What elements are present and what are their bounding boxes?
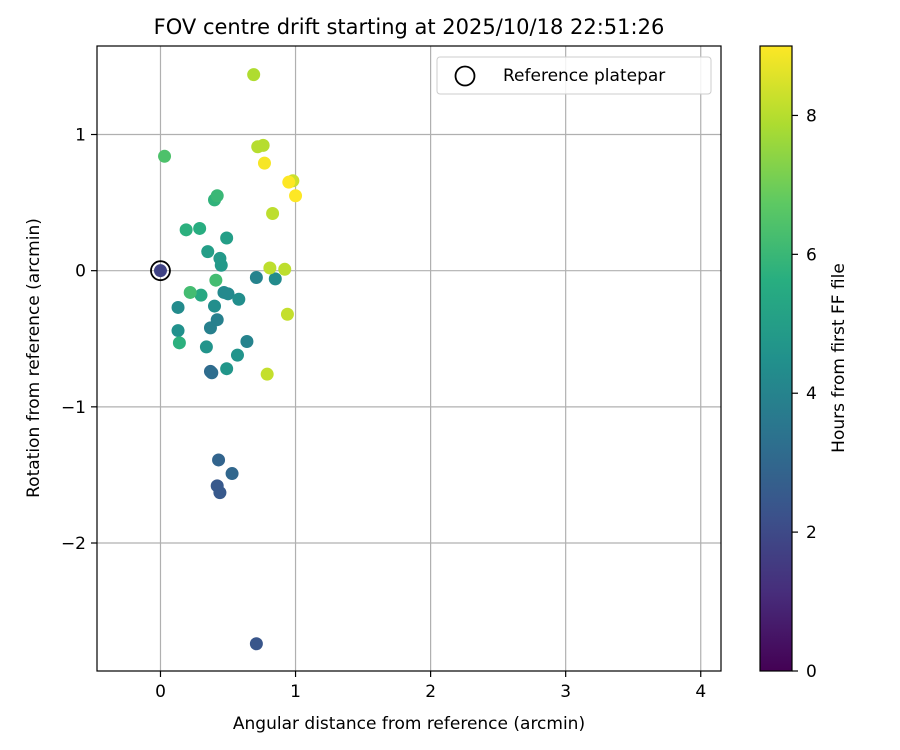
data-point [249, 270, 263, 284]
data-point [260, 367, 274, 381]
colorbar-gradient [759, 45, 793, 672]
data-point [232, 292, 246, 306]
data-point [194, 288, 208, 302]
x-tick-label: 0 [155, 682, 166, 702]
data-point [240, 334, 254, 348]
colorbar-tick-label: 2 [806, 523, 817, 543]
x-tick-label: 2 [425, 682, 436, 702]
y-axis-label: Rotation from reference (arcmin) [24, 218, 44, 498]
data-point [221, 287, 235, 301]
data-point [220, 231, 234, 245]
y-tick-label: 1 [75, 126, 86, 146]
data-point [225, 467, 239, 481]
data-point [209, 273, 223, 287]
data-point [205, 366, 219, 380]
data-point [171, 300, 185, 314]
data-point [153, 264, 167, 278]
legend-reference-marker [454, 65, 476, 87]
x-tick-label: 1 [290, 682, 301, 702]
legend: Reference platepar [436, 56, 712, 95]
grid [97, 46, 721, 671]
x-axis-ticks: 0 1 2 3 4 [155, 671, 706, 702]
data-point [280, 307, 294, 321]
plot-area: 0 1 2 3 4 −2 −1 0 1 [61, 45, 722, 702]
colorbar: 0 2 4 6 8 Hours from first FF file [759, 45, 849, 682]
legend-reference-label: Reference platepar [503, 66, 665, 86]
colorbar-label: Hours from first FF file [829, 263, 849, 453]
data-point [210, 313, 224, 327]
reference-platepar-marker [150, 260, 171, 282]
plot-frame [96, 45, 722, 672]
colorbar-ticks: 0 2 4 6 8 [792, 106, 817, 682]
data-point [208, 299, 222, 313]
data-point [210, 189, 224, 203]
data-point [214, 258, 228, 272]
data-point [278, 262, 292, 276]
chart-title: FOV centre drift starting at 2025/10/18 … [154, 15, 665, 39]
data-point [158, 149, 172, 163]
colorbar-tick-label: 6 [806, 245, 817, 265]
colorbar-tick-label: 0 [806, 662, 817, 682]
data-point [249, 637, 263, 651]
data-point [171, 324, 185, 338]
data-point [257, 156, 271, 170]
data-point [179, 223, 193, 237]
data-points [153, 68, 303, 651]
data-point [256, 138, 270, 152]
data-point [247, 68, 261, 82]
data-point [268, 272, 282, 286]
x-tick-label: 3 [560, 682, 571, 702]
x-axis-label: Angular distance from reference (arcmin) [233, 714, 585, 734]
data-point [183, 285, 197, 299]
data-point [289, 189, 303, 203]
y-axis-ticks: −2 −1 0 1 [61, 126, 97, 554]
data-point [263, 261, 277, 275]
data-point [220, 362, 234, 376]
data-point [201, 245, 215, 259]
data-point [230, 348, 244, 362]
data-point [282, 175, 296, 189]
data-point [212, 453, 226, 467]
data-point [193, 221, 207, 235]
colorbar-tick-label: 8 [806, 106, 817, 126]
data-point [172, 336, 186, 350]
colorbar-tick-label: 4 [806, 384, 817, 404]
legend-box [436, 56, 712, 95]
x-tick-label: 4 [695, 682, 706, 702]
y-tick-label: 0 [75, 262, 86, 282]
data-point [266, 206, 280, 220]
data-point [199, 340, 213, 354]
data-point [213, 486, 227, 500]
y-tick-label: −2 [61, 534, 86, 554]
y-tick-label: −1 [61, 398, 86, 418]
